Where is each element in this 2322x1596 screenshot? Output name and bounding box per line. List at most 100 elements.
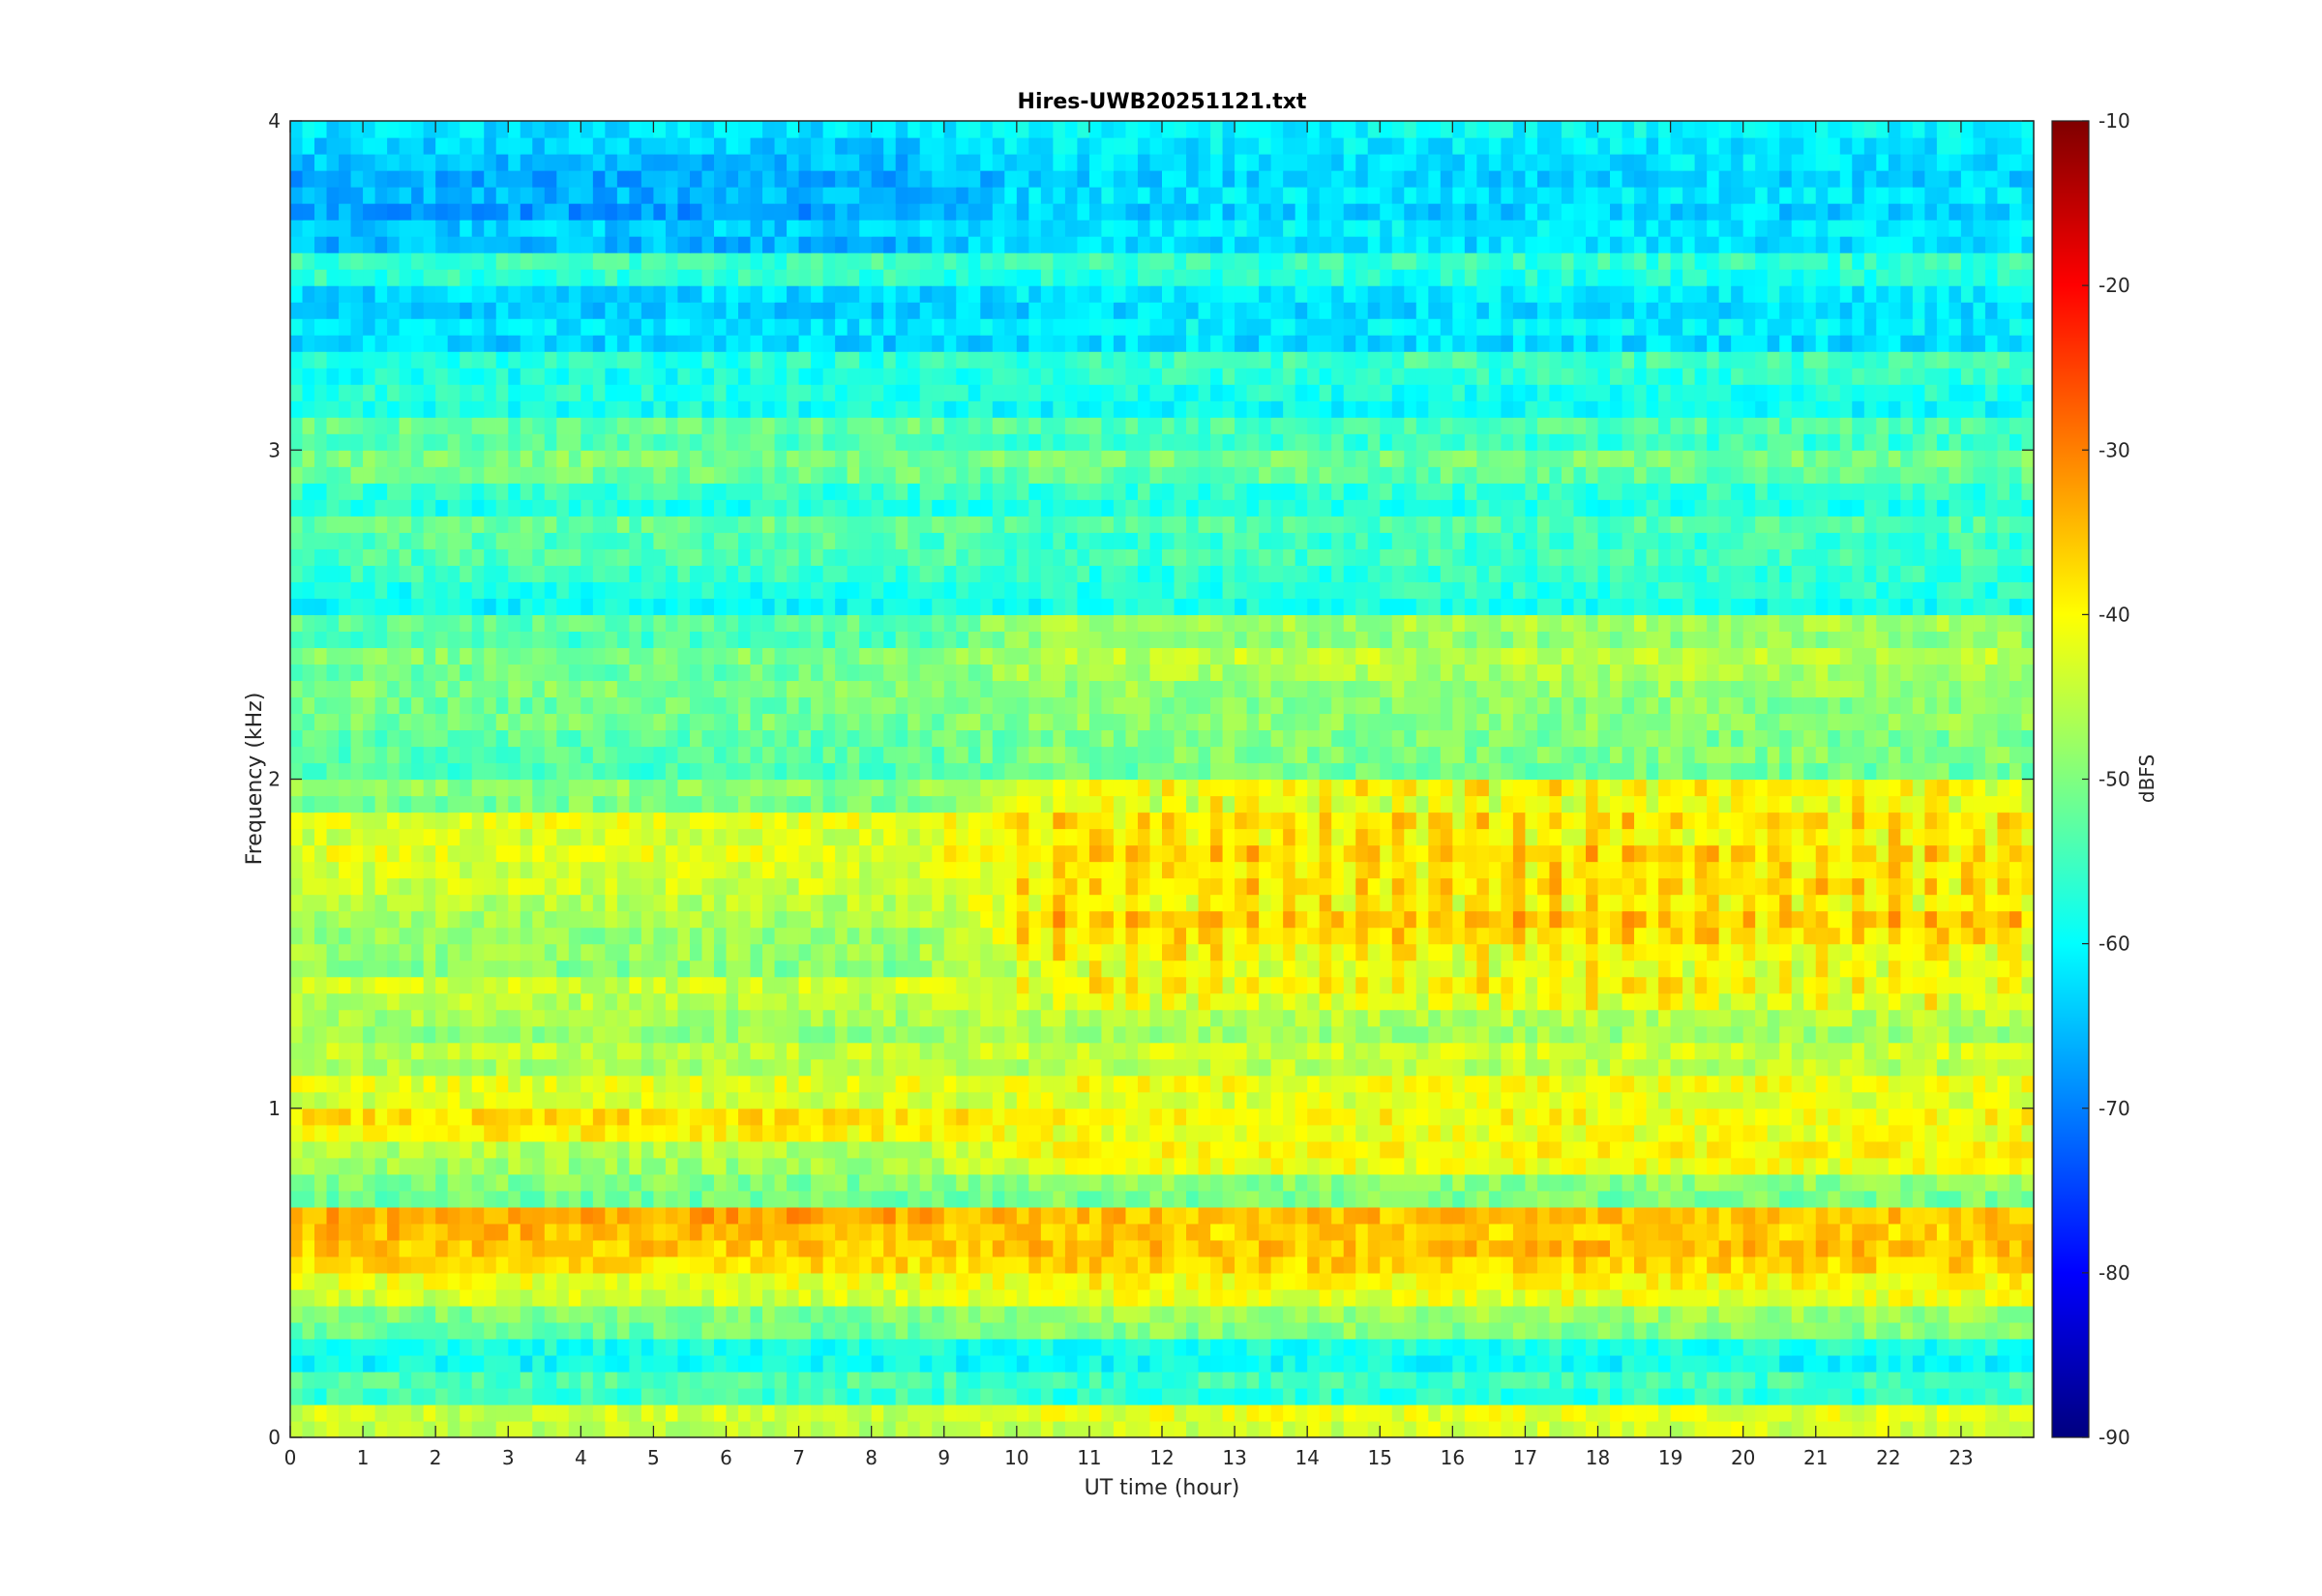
heatmap-cell (1488, 1108, 1502, 1126)
heatmap-cell (339, 943, 352, 961)
heatmap-cell (1742, 1025, 1756, 1044)
heatmap-cell (1960, 1173, 1975, 1192)
heatmap-cell (1900, 1091, 1914, 1109)
heatmap-cell (1622, 1108, 1635, 1126)
heatmap-cell (460, 1157, 473, 1175)
heatmap-cell (1077, 1124, 1090, 1142)
heatmap-cell (1973, 1420, 1986, 1438)
heatmap-cell (314, 1058, 328, 1077)
heatmap-cell (1064, 1206, 1078, 1225)
heatmap-cell (1512, 1009, 1527, 1027)
heatmap-cell (1670, 1420, 1683, 1438)
heatmap-cell (1718, 1404, 1732, 1422)
heatmap-cell (1040, 1288, 1054, 1307)
heatmap-cell (1803, 1042, 1817, 1060)
heatmap-cell (447, 1075, 461, 1093)
heatmap-cell (1536, 943, 1551, 961)
heatmap-cell (1428, 1042, 1442, 1060)
heatmap-cell (1113, 1239, 1127, 1257)
heatmap-cell (314, 1025, 328, 1044)
heatmap-cell (1536, 1190, 1551, 1208)
heatmap-cell (1355, 1272, 1369, 1290)
heatmap-cell (895, 1305, 908, 1323)
heatmap-cell (1464, 1108, 1477, 1126)
heatmap-cell (798, 960, 812, 978)
heatmap-cell (1828, 1404, 1841, 1422)
heatmap-cell (1088, 1140, 1103, 1159)
heatmap-cell (1779, 1239, 1793, 1257)
heatmap-cell (1367, 1206, 1381, 1225)
heatmap-cell (1803, 1009, 1817, 1027)
heatmap-cell (520, 1387, 533, 1405)
heatmap-cell (616, 1256, 630, 1274)
heatmap-cell (1380, 894, 1393, 912)
heatmap-cell (1149, 1124, 1163, 1142)
heatmap-cell (1162, 1025, 1176, 1044)
heatmap-cell (1828, 1354, 1841, 1373)
heatmap-cell (1585, 927, 1599, 945)
heatmap-cell (726, 1124, 739, 1142)
heatmap-cell (544, 1157, 557, 1175)
heatmap-cell (1839, 1190, 1853, 1208)
heatmap-cell (1053, 1173, 1066, 1192)
heatmap-cell (1755, 877, 1769, 896)
heatmap-cell (1512, 1140, 1527, 1159)
heatmap-cell (495, 1239, 509, 1257)
heatmap-cell (399, 976, 412, 994)
heatmap-cell (1682, 1058, 1696, 1077)
heatmap-cell (883, 1305, 897, 1323)
heatmap-cell (1815, 1272, 1829, 1290)
heatmap-cell (1355, 927, 1369, 945)
heatmap-cell (1307, 927, 1321, 945)
heatmap-cell (847, 1190, 860, 1208)
heatmap-cell (835, 1157, 848, 1175)
heatmap-cell (726, 927, 739, 945)
heatmap-cell (339, 1338, 352, 1356)
heatmap-cell (399, 1058, 412, 1077)
heatmap-cell (1791, 1288, 1804, 1307)
heatmap-cell (399, 1190, 412, 1208)
heatmap-cell (544, 1108, 557, 1126)
heatmap-cell (677, 1140, 691, 1159)
heatmap-cell (447, 1058, 461, 1077)
heatmap-cell (580, 910, 594, 929)
heatmap-cell (1101, 1091, 1115, 1109)
heatmap-cell (968, 1223, 981, 1241)
heatmap-cell (1694, 1288, 1708, 1307)
heatmap-cell (1440, 1404, 1453, 1422)
heatmap-cell (1646, 1157, 1659, 1175)
heatmap-cell (689, 1009, 703, 1027)
heatmap-cell (1428, 976, 1442, 994)
heatmap-cell (2021, 992, 2035, 1011)
heatmap-cell (1283, 1042, 1296, 1060)
heatmap-cell (1391, 1157, 1405, 1175)
heatmap-cell (859, 1124, 873, 1142)
heatmap-cell (1210, 1140, 1224, 1159)
heatmap-cell (1912, 894, 1925, 912)
heatmap-cell (1888, 877, 1901, 896)
heatmap-cell (1622, 1321, 1635, 1340)
heatmap-cell (1549, 976, 1563, 994)
heatmap-cell (1295, 976, 1308, 994)
heatmap-cell (556, 1058, 570, 1077)
heatmap-cell (1718, 1338, 1732, 1356)
heatmap-cell (1512, 927, 1527, 945)
heatmap-cell (1888, 1075, 1901, 1093)
heatmap-cell (350, 1025, 364, 1044)
heatmap-cell (1755, 1025, 1769, 1044)
heatmap-cell (374, 1058, 388, 1077)
heatmap-cell (1888, 1091, 1901, 1109)
heatmap-cell (1767, 943, 1780, 961)
heatmap-cell (1137, 1272, 1151, 1290)
heatmap-cell (495, 1140, 509, 1159)
heatmap-cell (1404, 1420, 1417, 1438)
heatmap-cell (701, 927, 715, 945)
heatmap-cell (556, 1420, 570, 1438)
heatmap-cell (1222, 1272, 1235, 1290)
heatmap-cell (605, 1420, 618, 1438)
heatmap-cell (1573, 1124, 1587, 1142)
heatmap-cell (290, 960, 304, 978)
heatmap-cell (532, 1190, 546, 1208)
heatmap-cell (387, 1190, 401, 1208)
heatmap-cell (1888, 1173, 1901, 1192)
